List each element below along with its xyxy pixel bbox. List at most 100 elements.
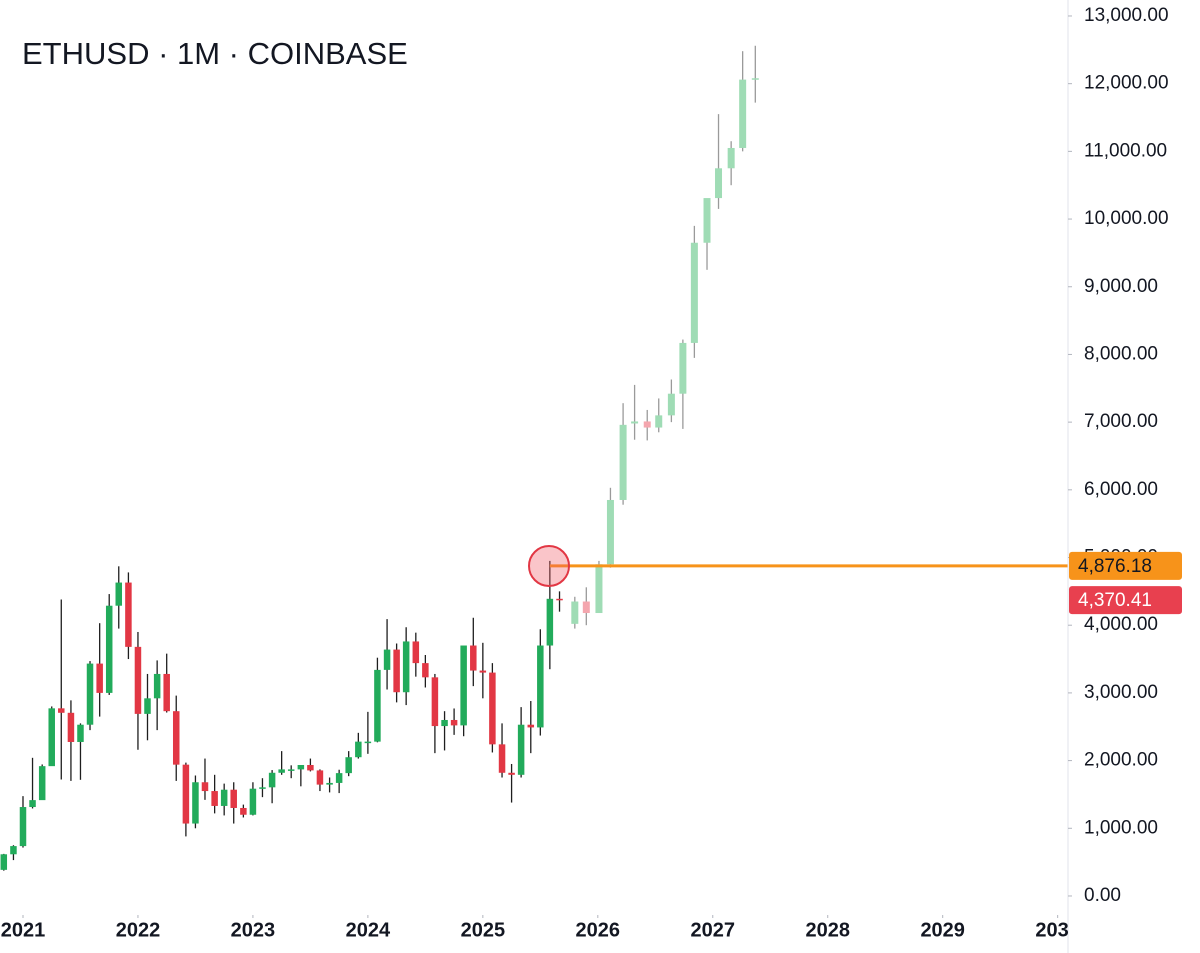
candle-body xyxy=(537,645,544,728)
x-tick-label: 2022 xyxy=(116,919,161,941)
candle-body xyxy=(67,712,75,742)
candle-body xyxy=(606,499,614,565)
candle-body xyxy=(211,791,218,806)
candle-body xyxy=(345,757,352,774)
candle-body xyxy=(48,708,55,767)
candle-body xyxy=(10,846,17,855)
candle-body xyxy=(249,788,257,815)
candle-body xyxy=(172,711,180,765)
candle-body xyxy=(508,772,515,775)
candle-body xyxy=(115,582,123,606)
y-tick-label: 4,000.00 xyxy=(1084,614,1158,635)
candle-body xyxy=(422,663,429,678)
candle-body xyxy=(619,424,627,500)
candle-body xyxy=(287,769,295,771)
candle-body xyxy=(498,744,506,773)
candle-body xyxy=(582,601,590,614)
candle-body xyxy=(230,789,237,808)
chart-title: ETHUSD · 1M · COINBASE xyxy=(22,36,408,71)
y-tick-label: 13,000.00 xyxy=(1084,5,1169,26)
last-price-label: 4,370.41 xyxy=(1078,590,1152,611)
candle-body xyxy=(655,415,663,428)
candle-body xyxy=(307,764,314,771)
x-tick-label: 2030 xyxy=(1035,919,1080,941)
price-badges: 4,876.18 4,370.41 xyxy=(1069,551,1182,615)
candle-body xyxy=(631,421,639,424)
candle-body xyxy=(441,719,448,727)
candle-body xyxy=(182,764,190,824)
y-tick-label: 2,000.00 xyxy=(1084,750,1158,771)
candle-body xyxy=(163,673,170,712)
candle-body xyxy=(679,342,687,394)
candle-body xyxy=(667,393,675,416)
y-tick-label: 1,000.00 xyxy=(1084,817,1158,838)
y-tick-label: 0.00 xyxy=(1084,885,1121,906)
last-price-badge xyxy=(1069,586,1182,615)
candle-body xyxy=(431,677,439,727)
candle-body xyxy=(220,789,228,806)
x-tick-label: 2026 xyxy=(576,919,621,941)
candle-body xyxy=(278,769,285,773)
candle-body xyxy=(19,807,27,847)
candle-body xyxy=(546,598,554,646)
level-label: 4,876.18 xyxy=(1078,556,1152,577)
candle-body xyxy=(326,782,333,785)
candle-body xyxy=(460,645,467,726)
x-tick-label: 2029 xyxy=(920,919,965,941)
x-tick-label: 2025 xyxy=(461,919,506,941)
candle-body xyxy=(643,421,651,428)
y-tick-label: 12,000.00 xyxy=(1084,73,1169,94)
candle-body xyxy=(727,147,735,169)
candle-body xyxy=(690,242,698,343)
y-tick-label: 7,000.00 xyxy=(1084,411,1158,432)
candle-body xyxy=(571,601,579,624)
candle-body xyxy=(201,782,209,792)
candle-body xyxy=(527,724,535,728)
x-tick-label: 2023 xyxy=(231,919,276,941)
candle-body xyxy=(703,198,711,243)
y-tick-label: 8,000.00 xyxy=(1084,343,1158,364)
candle-body xyxy=(192,782,199,824)
candle-body xyxy=(297,764,305,770)
candle-body xyxy=(479,670,487,673)
x-tick-label: 2028 xyxy=(805,919,850,941)
x-axis: 2021 2022 2023 2024 2025 2026 2027 2028 2029 2030 xyxy=(1,915,1080,941)
candle-body xyxy=(144,698,151,714)
candle-body xyxy=(355,741,362,758)
x-tick-label: 2024 xyxy=(346,919,391,941)
candle-body xyxy=(316,770,324,785)
candle-body xyxy=(58,708,65,713)
candle-body xyxy=(383,649,391,670)
plot-area xyxy=(0,45,1068,871)
candle-body xyxy=(751,78,759,80)
candle-body xyxy=(374,669,381,742)
x-tick-label: 2027 xyxy=(691,919,736,941)
candle-body xyxy=(38,766,46,801)
candle-body xyxy=(153,673,161,699)
y-tick-label: 10,000.00 xyxy=(1084,208,1169,229)
y-tick-label: 11,000.00 xyxy=(1084,140,1167,161)
candle-body xyxy=(96,663,103,693)
candle-body xyxy=(134,646,142,714)
candle-body xyxy=(556,598,563,601)
y-axis: 0.001,000.002,000.003,000.004,000.005,00… xyxy=(1068,5,1169,906)
candle-body xyxy=(393,649,400,693)
candle-body xyxy=(125,582,132,647)
candle-body xyxy=(470,645,477,671)
candle-body xyxy=(77,724,84,742)
candle-body xyxy=(517,724,525,775)
candle-body xyxy=(715,168,723,199)
candle-body xyxy=(259,787,266,789)
y-tick-label: 9,000.00 xyxy=(1084,276,1158,297)
candle-body xyxy=(240,807,247,815)
highlight-circle xyxy=(528,545,570,587)
candle-body xyxy=(268,772,276,788)
candle-body xyxy=(0,854,8,870)
candle-body xyxy=(105,605,113,693)
candle-body xyxy=(450,719,458,726)
candle-body xyxy=(335,773,343,783)
candle-body xyxy=(595,564,603,614)
y-tick-label: 6,000.00 xyxy=(1084,479,1158,500)
